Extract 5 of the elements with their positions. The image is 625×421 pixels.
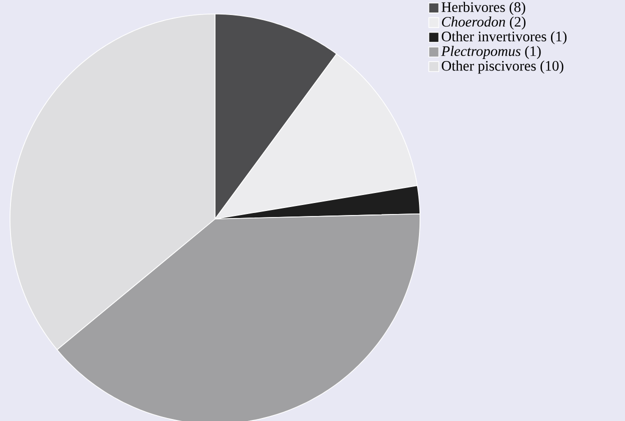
legend-label: Choerodon (2) [442, 16, 526, 30]
legend-label: Plectropomus (1) [441, 46, 541, 59]
legend-label: Other piscivores (10) [442, 60, 564, 74]
legend-label: Other invertivores (1) [442, 31, 567, 44]
legend-label: Herbivores (8) [442, 2, 526, 15]
